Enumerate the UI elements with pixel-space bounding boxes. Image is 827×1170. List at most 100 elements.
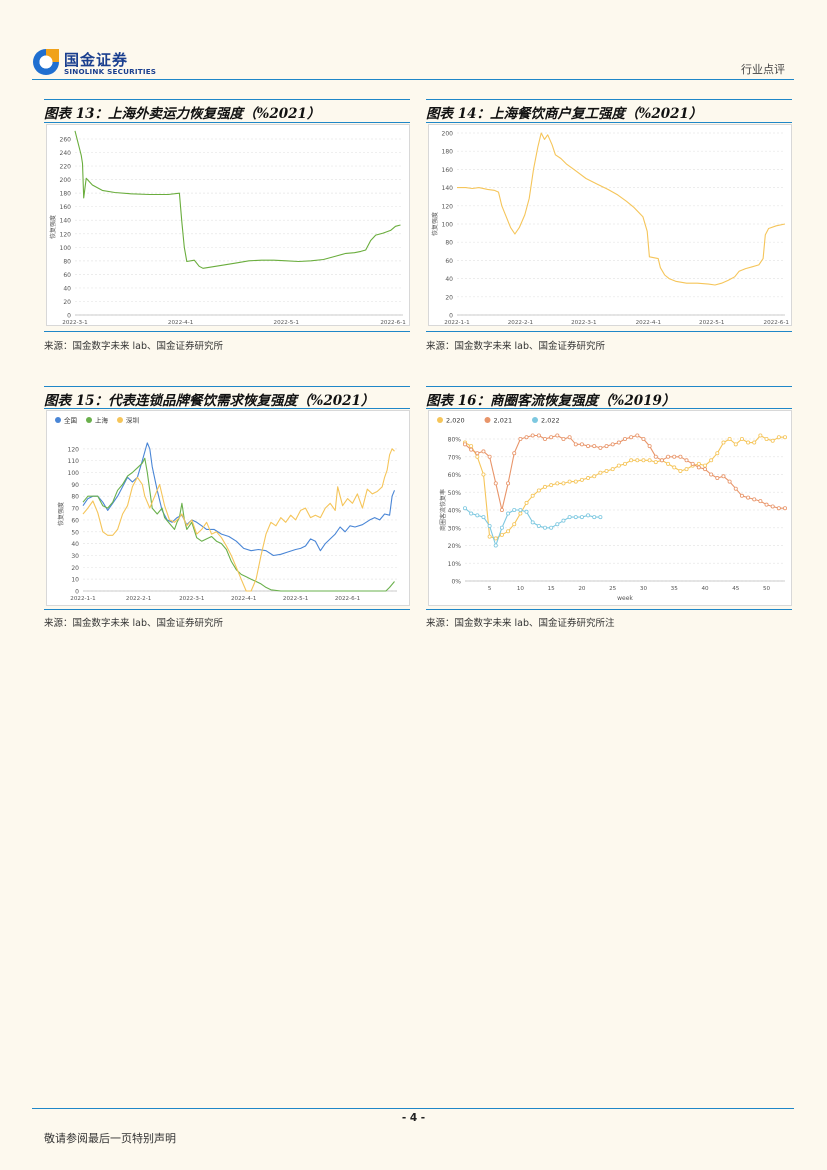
data-point xyxy=(555,481,560,486)
data-point xyxy=(770,504,775,509)
series-line xyxy=(464,434,785,511)
figure-source: 来源：国金数字未来 lab、国金证券研究所 xyxy=(44,341,224,352)
y-tick-label: 10 xyxy=(71,577,79,584)
data-point xyxy=(518,511,523,516)
data-point xyxy=(629,435,634,440)
data-point xyxy=(469,444,474,449)
data-point xyxy=(463,506,468,511)
data-point xyxy=(746,495,751,500)
legend-swatch xyxy=(532,417,538,423)
data-point xyxy=(727,479,732,484)
chart-shanghai-delivery-capacity: 0 20 40 60 80 100 120 140 160 180 200 220 240 260 恢复强度… xyxy=(46,124,410,326)
data-point xyxy=(573,442,578,447)
data-point xyxy=(764,502,769,507)
x-tick-label: 15 xyxy=(548,586,556,592)
data-point xyxy=(592,474,597,479)
x-tick-label: 2022-2-1 xyxy=(508,320,534,326)
y-tick-label: 120 xyxy=(60,231,72,238)
data-point xyxy=(641,458,646,463)
data-point xyxy=(487,534,492,539)
data-point xyxy=(610,442,615,447)
data-point xyxy=(776,506,781,511)
data-point xyxy=(672,454,677,459)
data-point xyxy=(752,497,757,502)
x-tick-label: 2022-1-1 xyxy=(70,596,96,602)
data-point xyxy=(666,461,671,466)
y-axis-label: 商圈客流恢复率 xyxy=(439,489,447,531)
data-point xyxy=(598,515,603,520)
data-point xyxy=(770,438,775,443)
y-tick-label: 20% xyxy=(448,543,462,550)
y-tick-label: 60 xyxy=(445,258,453,265)
data-point xyxy=(782,435,787,440)
y-tick-label: 50 xyxy=(71,529,79,536)
data-point xyxy=(543,484,548,489)
data-point xyxy=(579,442,584,447)
y-tick-label: 30 xyxy=(71,553,79,560)
data-point xyxy=(653,454,658,459)
data-point xyxy=(481,449,486,454)
data-point xyxy=(690,461,695,466)
x-tick-label: 2022-3-1 xyxy=(571,320,597,326)
x-tick-label: 2022-5-1 xyxy=(274,320,300,326)
data-point xyxy=(702,463,707,468)
data-point xyxy=(530,433,535,438)
data-point xyxy=(653,460,658,465)
data-point xyxy=(487,454,492,459)
x-tick-label: 20 xyxy=(578,586,586,592)
data-point xyxy=(586,476,591,481)
x-tick-label: 2022-1-1 xyxy=(444,320,470,326)
data-point xyxy=(746,440,751,445)
y-tick-label: 160 xyxy=(60,204,72,211)
chart-chain-restaurant-demand: 0 10 20 30 40 50 60 70 80 90 100 110 120 恢复强度 2022-1-1… xyxy=(46,410,410,606)
figure-title: 图表 13：上海外卖运力恢复强度（%2021） xyxy=(44,106,321,122)
data-point xyxy=(524,509,529,514)
x-tick-label: 2022-4-1 xyxy=(231,596,257,602)
y-tick-label: 80 xyxy=(63,258,71,265)
x-tick-label: 5 xyxy=(488,586,492,592)
data-point xyxy=(487,523,492,528)
figure-title-rule xyxy=(44,122,410,123)
data-point xyxy=(715,476,720,481)
figure-top-rule xyxy=(426,99,792,100)
data-point xyxy=(684,467,689,472)
data-point xyxy=(758,433,763,438)
y-tick-label: 80 xyxy=(445,240,453,247)
figure-bottom-rule xyxy=(44,609,410,610)
data-point xyxy=(659,458,664,463)
series-line xyxy=(82,448,395,592)
data-point xyxy=(579,515,584,520)
data-point xyxy=(475,513,480,518)
figure-source: 来源：国金数字未来 lab、国金证券研究所 xyxy=(44,618,224,629)
y-tick-label: 100 xyxy=(60,245,72,252)
data-point xyxy=(506,529,511,534)
data-point xyxy=(622,461,627,466)
data-point xyxy=(721,474,726,479)
data-point xyxy=(641,436,646,441)
x-tick-label: 2022-5-1 xyxy=(699,320,725,326)
data-point xyxy=(543,525,548,530)
figure-top-rule xyxy=(44,99,410,100)
y-tick-label: 10% xyxy=(448,561,462,568)
data-point xyxy=(696,465,701,470)
data-point xyxy=(666,454,671,459)
y-tick-label: 20 xyxy=(71,565,79,572)
data-point xyxy=(536,488,541,493)
y-tick-label: 40 xyxy=(63,285,71,292)
y-tick-label: 140 xyxy=(60,218,72,225)
data-point xyxy=(512,522,517,527)
data-point xyxy=(506,481,511,486)
series-line xyxy=(74,130,401,269)
y-tick-label: 60% xyxy=(448,472,462,479)
series-line xyxy=(457,132,786,286)
y-tick-label: 50% xyxy=(448,490,462,497)
figure-bottom-rule xyxy=(426,609,792,610)
data-point xyxy=(629,458,634,463)
data-point xyxy=(586,444,591,449)
data-point xyxy=(635,458,640,463)
data-point xyxy=(463,442,468,447)
legend-label: 2,020 xyxy=(446,417,465,425)
y-tick-label: 180 xyxy=(60,191,72,198)
data-point xyxy=(782,506,787,511)
y-tick-label: 100 xyxy=(68,470,80,477)
